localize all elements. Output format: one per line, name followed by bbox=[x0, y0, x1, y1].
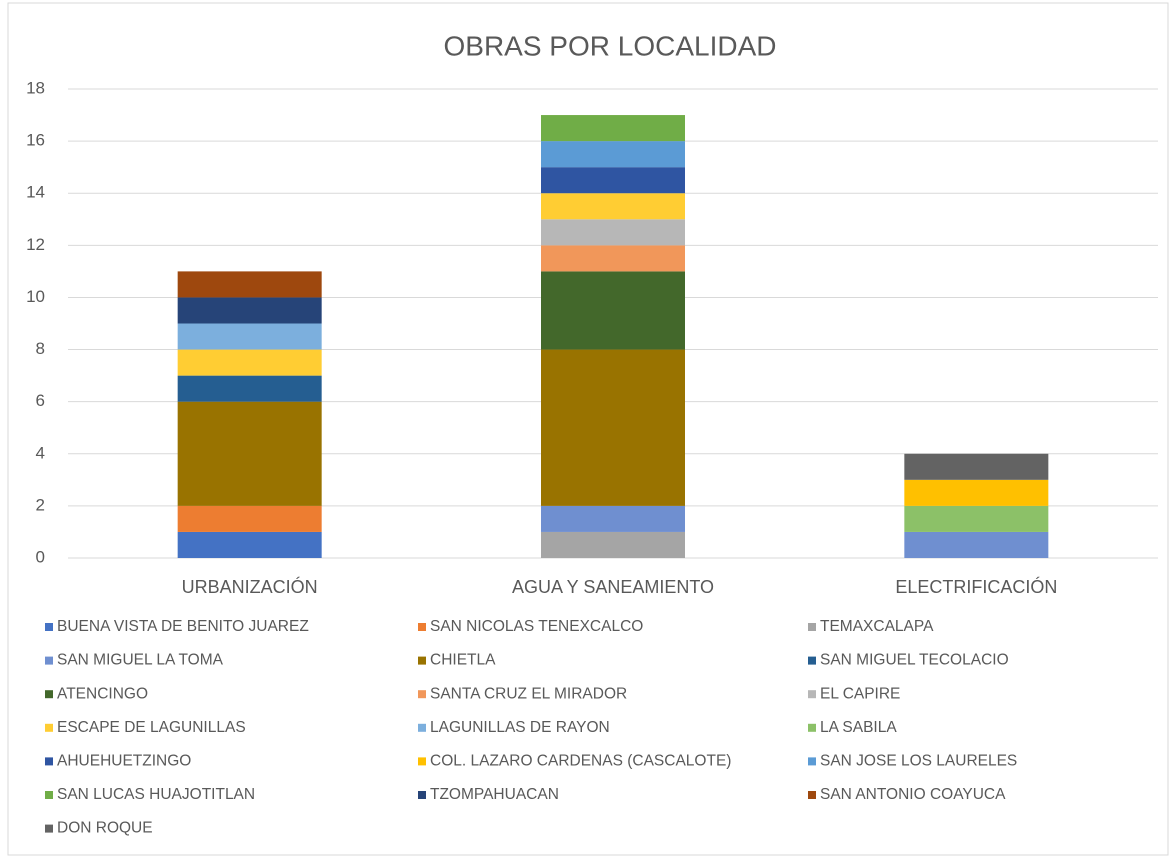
legend-swatch bbox=[45, 824, 53, 833]
legend-label: TZOMPAHUACAN bbox=[430, 786, 559, 803]
y-tick-label: 18 bbox=[26, 78, 45, 97]
y-tick-label: 10 bbox=[26, 287, 45, 306]
legend-swatch bbox=[418, 690, 426, 699]
bar-segment bbox=[177, 271, 322, 298]
bar-segment bbox=[904, 505, 1049, 532]
legend-swatch bbox=[418, 656, 426, 665]
bar-segment bbox=[541, 271, 685, 350]
legend-label: SANTA CRUZ EL MIRADOR bbox=[430, 685, 627, 702]
chart-title: OBRAS POR LOCALIDAD bbox=[444, 30, 777, 61]
legend-label: TEMAXCALAPA bbox=[820, 618, 934, 635]
legend-swatch bbox=[45, 656, 53, 665]
bar-segment bbox=[541, 167, 685, 194]
legend-swatch bbox=[808, 723, 816, 732]
bar-segment bbox=[177, 505, 322, 532]
legend-swatch bbox=[45, 623, 53, 631]
bar-segment bbox=[177, 297, 322, 324]
bar-segment bbox=[541, 193, 685, 220]
y-tick-label: 14 bbox=[26, 183, 45, 202]
bar-segment bbox=[177, 323, 322, 350]
legend-swatch bbox=[45, 723, 53, 732]
legend-label: ESCAPE DE LAGUNILLAS bbox=[57, 719, 246, 736]
legend-swatch bbox=[45, 757, 53, 766]
bar-segment bbox=[541, 245, 685, 272]
y-tick-label: 8 bbox=[36, 339, 45, 358]
legend-label: LA SABILA bbox=[820, 719, 897, 736]
bar-segment bbox=[904, 531, 1049, 558]
y-tick-label: 0 bbox=[36, 547, 45, 566]
bar-segment bbox=[541, 115, 685, 142]
y-tick-label: 12 bbox=[26, 235, 45, 254]
x-tick-label: AGUA Y SANEAMIENTO bbox=[512, 577, 714, 597]
legend-swatch bbox=[808, 757, 816, 766]
bar-segment bbox=[541, 141, 685, 168]
legend-swatch bbox=[808, 690, 816, 699]
bar-segment bbox=[541, 505, 685, 532]
y-tick-label: 4 bbox=[36, 443, 45, 462]
legend-swatch bbox=[808, 791, 816, 799]
bar-segment bbox=[541, 349, 685, 506]
legend-label: COL. LAZARO CARDENAS (CASCALOTE) bbox=[430, 752, 731, 769]
legend-label: SAN LUCAS HUAJOTITLAN bbox=[57, 786, 255, 803]
legend-swatch bbox=[418, 623, 426, 631]
bar-segment bbox=[541, 219, 685, 246]
legend-swatch bbox=[45, 690, 53, 699]
y-tick-label: 16 bbox=[26, 131, 45, 150]
bar-segment bbox=[904, 453, 1049, 480]
y-tick-label: 2 bbox=[36, 495, 45, 514]
legend-label: SAN ANTONIO COAYUCA bbox=[820, 786, 1006, 803]
legend-swatch bbox=[418, 723, 426, 732]
legend-swatch bbox=[45, 791, 53, 799]
bar-segment bbox=[541, 531, 685, 558]
legend-swatch bbox=[808, 623, 816, 631]
legend-label: ATENCINGO bbox=[57, 685, 148, 702]
legend-swatch bbox=[418, 757, 426, 766]
legend-label: CHIETLA bbox=[430, 652, 496, 669]
legend-swatch bbox=[418, 791, 426, 799]
x-tick-label: URBANIZACIÓN bbox=[182, 576, 318, 597]
bar-segment bbox=[177, 349, 322, 376]
legend-label: SAN JOSE LOS LAURELES bbox=[820, 752, 1017, 769]
x-tick-label: ELECTRIFICACIÓN bbox=[895, 576, 1057, 597]
legend-label: BUENA VISTA DE BENITO JUAREZ bbox=[57, 618, 309, 635]
legend-label: EL CAPIRE bbox=[820, 685, 900, 702]
bar-segment bbox=[177, 401, 322, 506]
legend-label: SAN MIGUEL TECOLACIO bbox=[820, 652, 1009, 669]
bar-segment bbox=[904, 479, 1049, 506]
bar-segment bbox=[177, 375, 322, 402]
legend-label: SAN NICOLAS TENEXCALCO bbox=[430, 618, 643, 635]
legend-label: AHUEHUETZINGO bbox=[57, 752, 191, 769]
y-tick-label: 6 bbox=[36, 391, 45, 410]
legend-label: LAGUNILLAS DE RAYON bbox=[430, 719, 610, 736]
legend-label: SAN MIGUEL LA TOMA bbox=[57, 652, 224, 669]
legend-label: DON ROQUE bbox=[57, 820, 153, 837]
legend-swatch bbox=[808, 656, 816, 665]
bar-segment bbox=[177, 531, 322, 558]
